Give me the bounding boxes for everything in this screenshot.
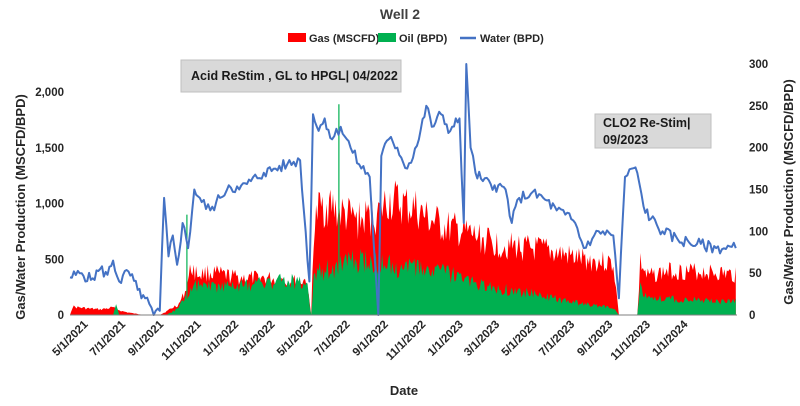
y-right-tick-label: 300 bbox=[749, 59, 768, 71]
x-tick-label: 1/1/2024 bbox=[650, 318, 691, 359]
x-tick-label: 5/1/2021 bbox=[50, 318, 91, 359]
series-water-line bbox=[69, 63, 737, 316]
x-tick-label: 11/1/2021 bbox=[160, 318, 205, 363]
chart-title: Well 2 bbox=[380, 6, 420, 22]
legend: Gas (MSCFD) Oil (BPD) Water (BPD) bbox=[288, 33, 544, 45]
x-tick-label: 5/1/2023 bbox=[500, 319, 540, 359]
y-left-tick-label: 500 bbox=[45, 254, 64, 266]
y-right-tick-label: 150 bbox=[749, 185, 768, 197]
annotation-clo2-restim-line1: CLO2 Re-Stim| bbox=[603, 116, 691, 130]
y-left-tick-label: 0 bbox=[58, 310, 64, 322]
x-tick-label: 3/1/2022 bbox=[237, 319, 277, 359]
x-tick-label: 5/1/2022 bbox=[275, 319, 315, 359]
y-right-tick-label: 100 bbox=[749, 226, 768, 238]
annotation-clo2-restim-line2: 09/2023 bbox=[603, 133, 648, 147]
x-tick-label: 1/1/2022 bbox=[201, 319, 241, 359]
x-axis-label: Date bbox=[390, 383, 418, 398]
series-gas-area bbox=[70, 180, 736, 315]
x-tick-label: 7/1/2023 bbox=[537, 319, 577, 359]
legend-gas-label: Gas (MSCFD) bbox=[309, 33, 380, 45]
y-left-tick-label: 2,000 bbox=[35, 87, 64, 99]
y-axis-right-label: Gas/Water Production (MSCFD/BPD) bbox=[781, 79, 796, 305]
y-right-tick-label: 50 bbox=[749, 268, 762, 280]
legend-water-label: Water (BPD) bbox=[480, 33, 544, 45]
y-right-tick-label: 200 bbox=[749, 143, 768, 155]
legend-gas-swatch bbox=[288, 33, 306, 42]
y-right-tick-label: 250 bbox=[749, 101, 768, 113]
y-left-tick-label: 1,500 bbox=[35, 143, 64, 155]
annotation-clo2-restim-box bbox=[594, 113, 712, 149]
legend-oil-label: Oil (BPD) bbox=[399, 33, 448, 45]
legend-oil-swatch bbox=[378, 33, 396, 42]
annotation-acid-restim: Acid ReStim , GL to HPGL| 04/2022 bbox=[180, 59, 402, 93]
x-tick-label: 7/1/2022 bbox=[313, 319, 353, 359]
y-left-tick-label: 1,000 bbox=[35, 199, 64, 211]
plot-area: 0 500 1,000 1,500 2,000 0 50 100 150 200 250 300 5/1… bbox=[35, 59, 768, 363]
annotation-clo2-restim: CLO2 Re-Stim| 09/2023 bbox=[594, 113, 712, 149]
x-tick-label: 11/1/2022 bbox=[384, 319, 428, 363]
x-tick-label: 11/1/2023 bbox=[609, 319, 653, 363]
y-right-tick-label: 0 bbox=[749, 310, 755, 322]
series-oil-area bbox=[70, 248, 736, 315]
annotation-acid-restim-box bbox=[180, 59, 402, 93]
y-axis-left-label: Gas/Water Production (MSCFD/BPD) bbox=[13, 94, 28, 320]
annotation-acid-restim-text: Acid ReStim , GL to HPGL| 04/2022 bbox=[191, 69, 398, 83]
x-tick-label: 1/1/2023 bbox=[426, 319, 466, 359]
x-tick-label: 3/1/2023 bbox=[462, 319, 502, 359]
x-tick-label: 7/1/2021 bbox=[88, 318, 129, 359]
